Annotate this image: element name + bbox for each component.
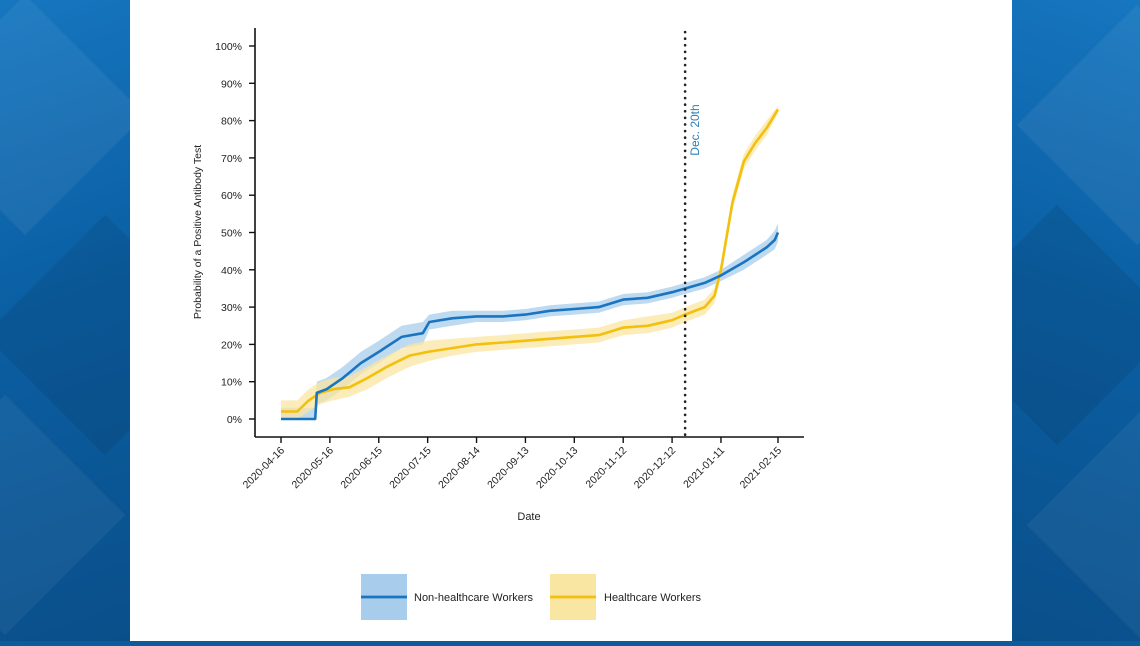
x-tick-label: 2020-09-13: [485, 445, 532, 492]
x-tick-label: 2020-10-13: [534, 445, 581, 492]
y-tick-label: 90%: [221, 78, 242, 90]
y-tick-label: 30%: [221, 302, 242, 314]
x-tick-label: 2021-01-11: [681, 445, 727, 491]
y-tick-label: 20%: [221, 339, 242, 351]
y-tick-label: 80%: [221, 116, 242, 128]
left-background-panel: [0, 0, 130, 641]
legend: Non-healthcare Workers Healthcare Workers: [361, 574, 701, 620]
x-tick-label: 2020-05-16: [290, 445, 337, 492]
x-tick-label: 2020-12-12: [632, 445, 679, 492]
y-axis-label: Probability of a Positive Antibody Test: [192, 145, 204, 319]
confidence-bands: [281, 106, 778, 419]
x-tick-label: 2021-02-15: [738, 445, 785, 492]
antibody-chart: Dec. 20th 0% 10% 20% 30% 40% 50% 60% 70% 80% 90% 1…: [130, 0, 1012, 641]
x-tick-label: 2020-08-14: [436, 445, 483, 492]
y-tick-label: 50%: [221, 228, 242, 240]
right-decor-facet: [1017, 5, 1140, 245]
annotation-group: Dec. 20th: [685, 32, 702, 437]
y-tick-label: 70%: [221, 153, 242, 165]
y-tick-label: 10%: [221, 377, 242, 389]
x-tick-label: 2020-11-12: [583, 445, 629, 491]
y-tick-label: 60%: [221, 190, 242, 202]
legend-label-1: Healthcare Workers: [604, 592, 701, 604]
right-decor-facet: [1027, 405, 1140, 641]
right-decor-facet: [1012, 205, 1140, 445]
y-tick-label: 40%: [221, 265, 242, 277]
chart-panel: Dec. 20th 0% 10% 20% 30% 40% 50% 60% 70% 80% 90% 1…: [130, 0, 1012, 641]
left-decor-facet: [0, 0, 130, 235]
y-tick-label: 0%: [227, 414, 242, 426]
right-background-panel: [1012, 0, 1140, 641]
x-tick-label: 2020-04-16: [241, 445, 288, 492]
legend-label-0: Non-healthcare Workers: [414, 592, 534, 604]
x-tick-label: 2020-07-15: [387, 445, 434, 492]
y-ticks: 0% 10% 20% 30% 40% 50% 60% 70% 80% 90% 100%: [215, 41, 255, 426]
x-tick-label: 2020-06-15: [338, 445, 385, 492]
x-axis-label: Date: [517, 511, 540, 523]
annotation-label: Dec. 20th: [688, 104, 702, 155]
y-tick-label: 100%: [215, 41, 242, 53]
